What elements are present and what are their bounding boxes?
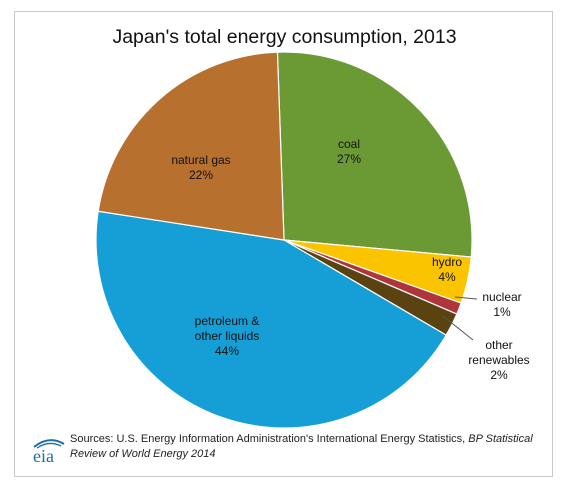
- pie-slices: [95, 51, 473, 429]
- svg-text:eia: eia: [33, 446, 54, 464]
- chart-frame: Japan's total energy consumption, 2013 c…: [14, 11, 553, 477]
- pie-slice-petroleum-other-liquids: [95, 210, 447, 429]
- leader-line-nuclear: [454, 296, 478, 300]
- slice-label-nuclear: nuclear 1%: [482, 290, 521, 319]
- slice-label-natural-gas: natural gas 22%: [171, 153, 230, 182]
- pie-labels: coal 27% hydro 4% nuclear 1% other renewables 2%…: [171, 137, 529, 382]
- slice-label-hydro: hydro 4%: [432, 255, 462, 284]
- eia-logo: eia: [31, 436, 67, 469]
- chart-title: Japan's total energy consumption, 2013: [112, 26, 457, 48]
- leader-line-other-renewables: [442, 315, 474, 341]
- source-italic: BP Statistical Review of World Energy 20…: [70, 433, 533, 460]
- pie-slice-coal: [276, 51, 473, 258]
- eia-logo-icon: eia: [33, 439, 65, 466]
- pie-slice-natural-gas: [97, 51, 285, 241]
- source-prefix: Sources: U.S. Energy Information Adminis…: [70, 433, 469, 445]
- slice-label-other-renewables: other renewables 2%: [468, 338, 529, 382]
- slice-label-petroleum-other-liquids: petroleum & other liquids 44%: [195, 314, 260, 358]
- slice-label-coal: coal 27%: [337, 137, 361, 166]
- source-note: Sources: U.S. Energy Information Adminis…: [70, 432, 550, 462]
- pie-chart: coal 27% hydro 4% nuclear 1% other renewables 2%…: [95, 51, 530, 429]
